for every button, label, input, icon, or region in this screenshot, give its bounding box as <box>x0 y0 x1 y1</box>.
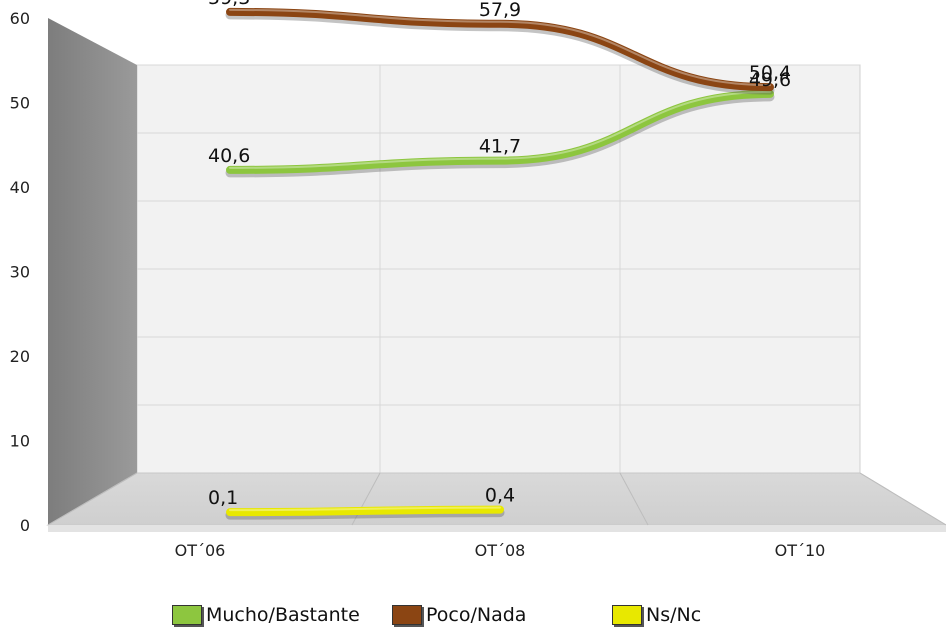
data-label: 41,7 <box>479 136 521 158</box>
floor-divider <box>351 472 381 526</box>
legend-label: Mucho/Bastante <box>206 604 360 626</box>
series-highlight <box>229 506 501 512</box>
legend-swatch <box>612 605 642 625</box>
x-axis: OT´06 OT´08 OT´10 <box>175 541 826 560</box>
x-tick-label: OT´06 <box>175 541 226 560</box>
x-tick-label: OT´08 <box>475 541 526 560</box>
y-tick-label: 0 <box>20 516 30 535</box>
legend-swatch <box>172 605 202 625</box>
legend-swatch <box>392 605 422 625</box>
legend-label: Ns/Nc <box>646 604 702 626</box>
floor-dividers <box>47 472 946 526</box>
y-tick-label: 40 <box>10 178 30 197</box>
y-tick-label: 10 <box>10 432 30 451</box>
data-label: 0,4 <box>485 485 515 507</box>
data-label: 40,6 <box>208 145 250 167</box>
legend: Mucho/Bastante Poco/Nada Ns/Nc <box>0 600 946 630</box>
series-highlight <box>229 90 771 169</box>
y-tick-label: 60 <box>10 9 30 28</box>
floor-divider <box>859 472 946 526</box>
y-tick-label: 50 <box>10 94 30 113</box>
plot-floor-edge <box>48 525 946 532</box>
x-tick-label: OT´10 <box>775 541 826 560</box>
data-label: 50,4 <box>749 62 791 84</box>
data-label: 49,6 <box>749 69 791 91</box>
floor-divider <box>619 472 649 526</box>
series-lines <box>225 7 775 520</box>
y-tick-label: 20 <box>10 347 30 366</box>
floor-divider <box>47 472 138 526</box>
data-label: 59,3 <box>208 0 250 9</box>
legend-label: Poco/Nada <box>426 604 527 626</box>
series-line <box>226 7 774 92</box>
y-tick-label: 30 <box>10 263 30 282</box>
plot-left-wall <box>48 18 137 525</box>
legend-item: Ns/Nc <box>612 600 701 630</box>
y-axis: 0 10 20 30 40 50 60 <box>10 9 30 535</box>
series-highlight <box>229 8 771 87</box>
grid-lines <box>137 64 860 473</box>
series-line <box>226 89 774 174</box>
series-line <box>226 505 504 517</box>
legend-item: Poco/Nada <box>392 600 526 630</box>
legend-item: Mucho/Bastante <box>172 600 360 630</box>
data-label: 0,1 <box>208 487 238 509</box>
data-label: 57,9 <box>479 0 521 21</box>
data-labels: 40,6 41,7 49,6 59,3 57,9 50,4 0,1 0,4 <box>208 0 791 509</box>
